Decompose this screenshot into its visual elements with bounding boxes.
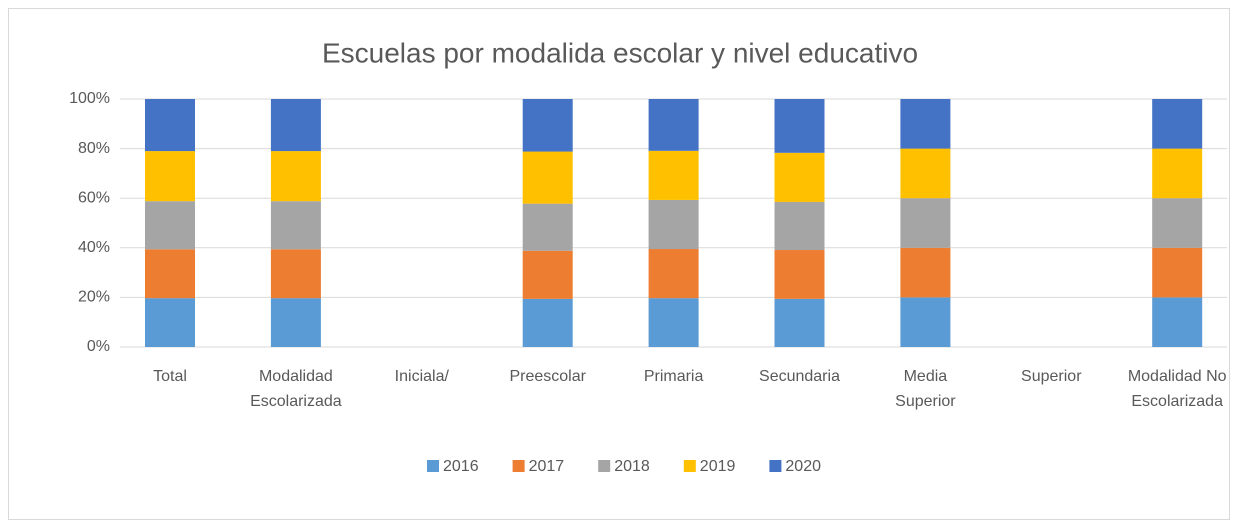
bar-segment: [270, 151, 321, 202]
bar-segment: [774, 152, 825, 202]
bar-segment: [145, 298, 195, 347]
y-tick-label: 20%: [78, 289, 110, 306]
legend-swatch: [683, 460, 696, 472]
bar-segment: [774, 250, 825, 299]
x-tick-label: Media Superior: [895, 368, 956, 410]
bar-segment: [522, 151, 573, 204]
bar-segment: [270, 249, 321, 299]
legend-label: 2018: [614, 458, 650, 475]
y-tick-label: 60%: [78, 189, 110, 206]
bar-segment: [270, 99, 321, 152]
chart-border: [8, 8, 1230, 520]
legend-label: 2016: [443, 458, 479, 475]
x-tick-label: Primaria: [643, 368, 704, 385]
bar-segment: [648, 199, 699, 250]
y-tick-label: 0%: [87, 338, 110, 355]
bar-segment: [145, 201, 195, 250]
bar-segment: [145, 151, 195, 202]
bar-segment: [774, 298, 825, 347]
x-tick-label: Total: [153, 368, 187, 385]
bar-segment: [1152, 99, 1203, 149]
bar-segment: [270, 298, 321, 347]
bar-segment: [648, 249, 699, 299]
x-tick-label: Superior: [1021, 368, 1082, 385]
y-tick-label: 40%: [78, 239, 110, 256]
bar-segment: [900, 99, 951, 149]
bar-segment: [1152, 148, 1203, 199]
legend-label: 2019: [700, 458, 736, 475]
x-tick-label: Modalidad Escolarizada: [250, 368, 342, 410]
bar-segment: [145, 249, 195, 299]
bar-segment: [900, 297, 951, 347]
bar-segment: [1152, 247, 1203, 298]
y-tick-label: 100%: [69, 90, 110, 107]
bar-segment: [900, 148, 951, 199]
bar-segment: [522, 298, 573, 347]
bar-segment: [1152, 297, 1203, 347]
bar-segment: [900, 198, 951, 248]
bar-segment: [145, 99, 195, 152]
bar-segment: [774, 99, 825, 153]
legend-swatch: [512, 460, 525, 472]
x-tick-label: Iniciala/: [394, 368, 449, 385]
bar-segment: [1152, 198, 1203, 248]
chart-title: Escuelas por modalida escolar y nivel ed…: [322, 37, 918, 68]
bar-segment: [648, 150, 699, 200]
bar-segment: [522, 250, 573, 299]
legend-swatch: [769, 460, 782, 472]
x-tick-label: Modalidad No Escolarizada: [1127, 368, 1227, 410]
legend-label: 2017: [529, 458, 565, 475]
legend-label: 2020: [785, 458, 821, 475]
bar-segment: [522, 203, 573, 251]
bar-segment: [900, 247, 951, 298]
bar-segment: [270, 201, 321, 250]
x-tick-label: Secundaria: [759, 368, 840, 385]
bar-segment: [648, 99, 699, 151]
y-tick-label: 80%: [78, 140, 110, 157]
legend-swatch: [598, 460, 611, 472]
bar-segment: [774, 201, 825, 251]
bar-segment: [648, 298, 699, 347]
legend-swatch: [427, 460, 439, 472]
x-tick-label: Preescolar: [509, 368, 586, 385]
bar-segment: [522, 99, 573, 152]
